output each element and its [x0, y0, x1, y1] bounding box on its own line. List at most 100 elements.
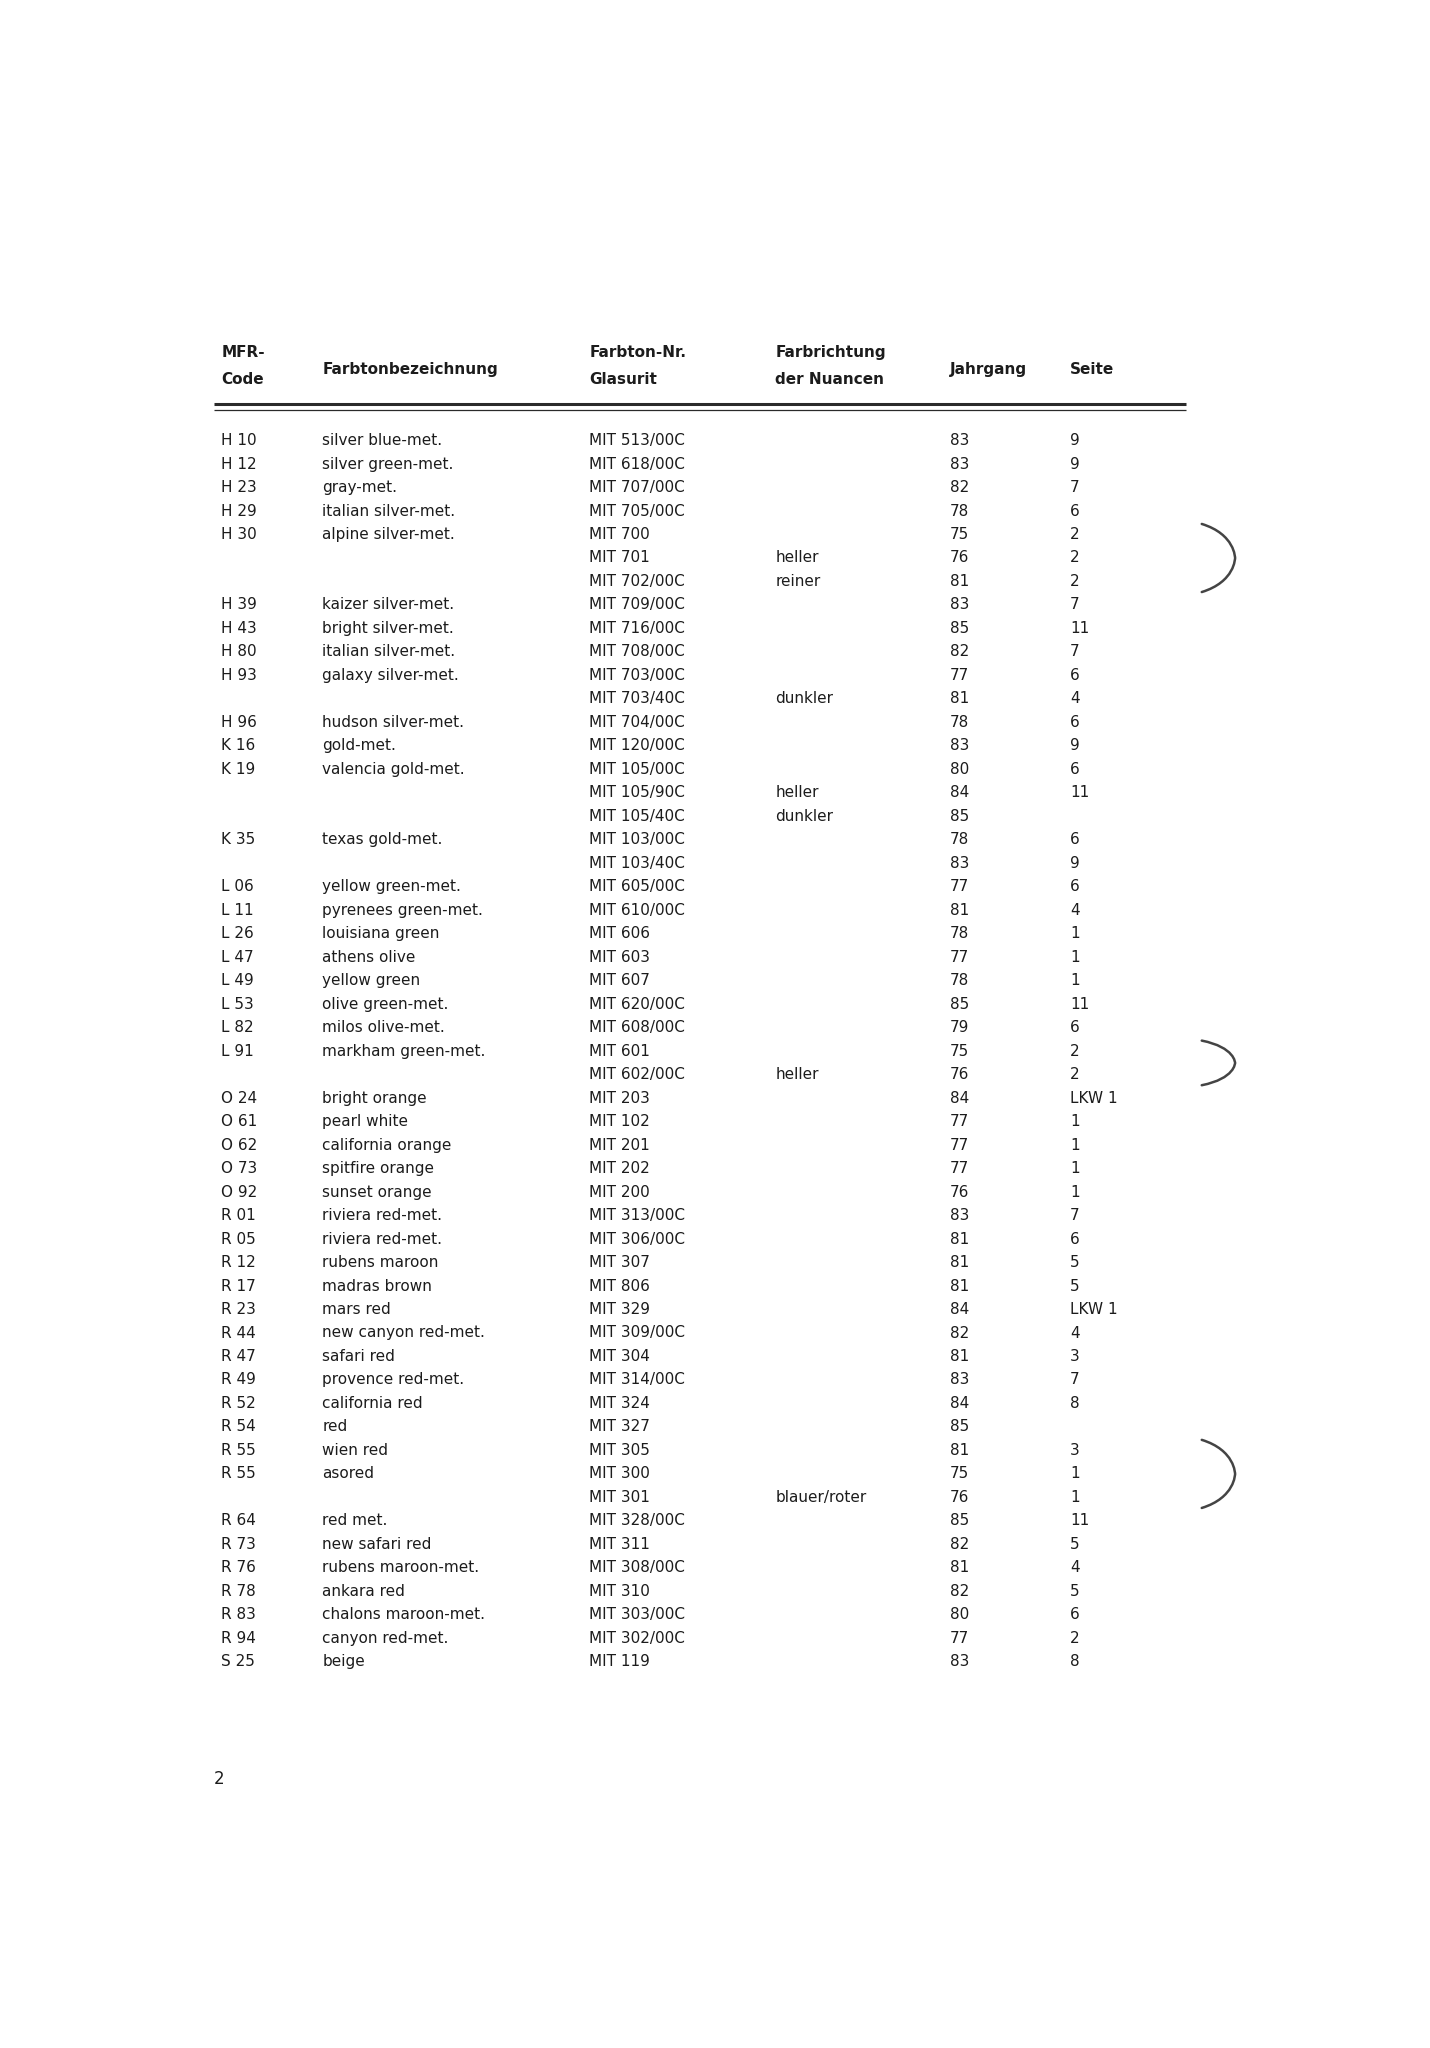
Text: 6: 6	[1070, 1020, 1080, 1034]
Text: 9: 9	[1070, 739, 1080, 754]
Text: canyon red-met.: canyon red-met.	[322, 1630, 449, 1647]
Text: R 76: R 76	[222, 1561, 256, 1575]
Text: MIT 703/40C: MIT 703/40C	[589, 692, 685, 707]
Text: rubens maroon-met.: rubens maroon-met.	[322, 1561, 479, 1575]
Text: spitfire orange: spitfire orange	[322, 1161, 435, 1176]
Text: yellow green: yellow green	[322, 973, 420, 989]
Text: 80: 80	[950, 762, 970, 776]
Text: 9: 9	[1070, 856, 1080, 870]
Text: hudson silver-met.: hudson silver-met.	[322, 715, 465, 729]
Text: R 73: R 73	[222, 1536, 256, 1552]
Text: 2: 2	[1070, 1044, 1080, 1059]
Text: 2: 2	[1070, 551, 1080, 565]
Text: heller: heller	[775, 1067, 819, 1081]
Text: 5: 5	[1070, 1583, 1080, 1599]
Text: MIT 314/00C: MIT 314/00C	[589, 1372, 685, 1386]
Text: O 61: O 61	[222, 1114, 257, 1128]
Text: 7: 7	[1070, 479, 1080, 496]
Text: valencia gold-met.: valencia gold-met.	[322, 762, 465, 776]
Text: LKW 1: LKW 1	[1070, 1092, 1118, 1106]
Text: 82: 82	[950, 645, 970, 659]
Text: L 91: L 91	[222, 1044, 255, 1059]
Text: R 64: R 64	[222, 1513, 256, 1528]
Text: asored: asored	[322, 1466, 375, 1481]
Text: 2: 2	[1070, 1067, 1080, 1081]
Text: MIT 103/40C: MIT 103/40C	[589, 856, 685, 870]
Text: wien red: wien red	[322, 1444, 388, 1458]
Text: R 01: R 01	[222, 1208, 256, 1223]
Text: italian silver-met.: italian silver-met.	[322, 504, 455, 518]
Text: chalons maroon-met.: chalons maroon-met.	[322, 1608, 485, 1622]
Text: K 35: K 35	[222, 831, 256, 848]
Text: silver green-met.: silver green-met.	[322, 457, 453, 471]
Text: 77: 77	[950, 879, 970, 895]
Text: H 29: H 29	[222, 504, 257, 518]
Text: O 24: O 24	[222, 1092, 257, 1106]
Text: 7: 7	[1070, 1208, 1080, 1223]
Text: MIT 119: MIT 119	[589, 1655, 651, 1669]
Text: gold-met.: gold-met.	[322, 739, 396, 754]
Text: MIT 105/90C: MIT 105/90C	[589, 784, 685, 801]
Text: silver blue-met.: silver blue-met.	[322, 432, 442, 449]
Text: heller: heller	[775, 551, 819, 565]
Text: 77: 77	[950, 1630, 970, 1647]
Text: 5: 5	[1070, 1255, 1080, 1270]
Text: 83: 83	[950, 457, 970, 471]
Text: ankara red: ankara red	[322, 1583, 405, 1599]
Text: R 17: R 17	[222, 1278, 256, 1294]
Text: blauer/roter: blauer/roter	[775, 1489, 867, 1505]
Text: 4: 4	[1070, 692, 1080, 707]
Text: MIT 606: MIT 606	[589, 926, 651, 942]
Text: 76: 76	[950, 1067, 970, 1081]
Text: yellow green-met.: yellow green-met.	[322, 879, 460, 895]
Text: MIT 327: MIT 327	[589, 1419, 651, 1434]
Text: MIT 618/00C: MIT 618/00C	[589, 457, 685, 471]
Text: 7: 7	[1070, 645, 1080, 659]
Text: Seite: Seite	[1070, 362, 1114, 377]
Text: MIT 607: MIT 607	[589, 973, 651, 989]
Text: 82: 82	[950, 1325, 970, 1341]
Text: R 23: R 23	[222, 1303, 256, 1317]
Text: MIT 308/00C: MIT 308/00C	[589, 1561, 685, 1575]
Text: new canyon red-met.: new canyon red-met.	[322, 1325, 485, 1341]
Text: safari red: safari red	[322, 1350, 395, 1364]
Text: riviera red-met.: riviera red-met.	[322, 1231, 442, 1247]
Text: MIT 716/00C: MIT 716/00C	[589, 621, 685, 637]
Text: H 12: H 12	[222, 457, 257, 471]
Text: heller: heller	[775, 784, 819, 801]
Text: pearl white: pearl white	[322, 1114, 408, 1128]
Text: 76: 76	[950, 1489, 970, 1505]
Text: 4: 4	[1070, 903, 1080, 918]
Text: MIT 105/40C: MIT 105/40C	[589, 809, 685, 823]
Text: L 06: L 06	[222, 879, 255, 895]
Text: MIT 203: MIT 203	[589, 1092, 651, 1106]
Text: 11: 11	[1070, 621, 1090, 637]
Text: MIT 105/00C: MIT 105/00C	[589, 762, 685, 776]
Text: L 11: L 11	[222, 903, 255, 918]
Text: R 49: R 49	[222, 1372, 256, 1386]
Text: reiner: reiner	[775, 573, 821, 590]
Text: R 78: R 78	[222, 1583, 256, 1599]
Text: 84: 84	[950, 1092, 970, 1106]
Text: MIT 329: MIT 329	[589, 1303, 651, 1317]
Text: 8: 8	[1070, 1397, 1080, 1411]
Text: 81: 81	[950, 692, 970, 707]
Text: dunkler: dunkler	[775, 692, 834, 707]
Text: O 73: O 73	[222, 1161, 257, 1176]
Text: 7: 7	[1070, 598, 1080, 612]
Text: 82: 82	[950, 479, 970, 496]
Text: H 23: H 23	[222, 479, 257, 496]
Text: 78: 78	[950, 831, 970, 848]
Text: 84: 84	[950, 1397, 970, 1411]
Text: 6: 6	[1070, 715, 1080, 729]
Text: red: red	[322, 1419, 347, 1434]
Text: italian silver-met.: italian silver-met.	[322, 645, 455, 659]
Text: MIT 806: MIT 806	[589, 1278, 651, 1294]
Text: 6: 6	[1070, 831, 1080, 848]
Text: bright silver-met.: bright silver-met.	[322, 621, 453, 637]
Text: 85: 85	[950, 1513, 970, 1528]
Text: MIT 700: MIT 700	[589, 526, 651, 543]
Text: 77: 77	[950, 950, 970, 965]
Text: 5: 5	[1070, 1278, 1080, 1294]
Text: 81: 81	[950, 1561, 970, 1575]
